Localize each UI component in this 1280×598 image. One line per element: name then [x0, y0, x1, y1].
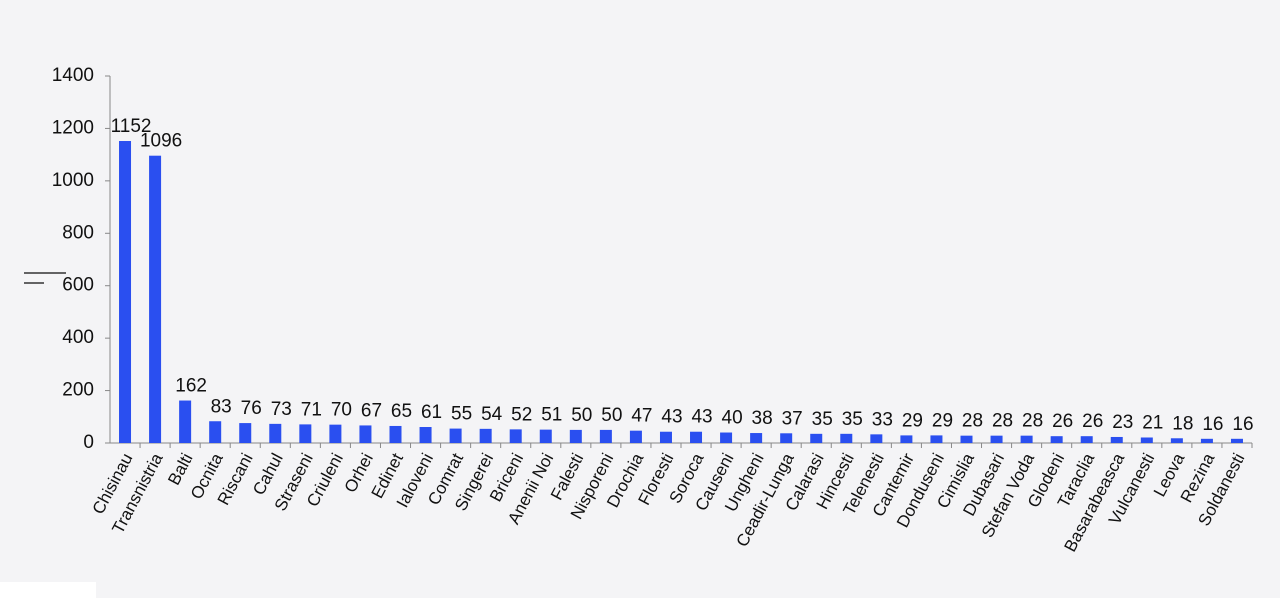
y-tick-label: 600: [62, 275, 94, 296]
y-tick-label: 1400: [52, 65, 94, 86]
data-label: 51: [541, 405, 562, 426]
bar: [1020, 435, 1033, 443]
bar: [269, 423, 282, 443]
data-label: 23: [1112, 412, 1133, 433]
data-label: 162: [175, 376, 207, 397]
bar: [629, 430, 642, 443]
bar: [930, 435, 943, 443]
y-tick-label: 1200: [52, 117, 94, 138]
bar: [359, 425, 372, 443]
bar: [569, 429, 582, 443]
y-tick-label: 200: [62, 380, 94, 401]
data-label: 38: [752, 408, 773, 429]
bar: [299, 424, 312, 443]
data-label: 43: [661, 407, 682, 428]
bar: [870, 434, 883, 443]
data-label: 21: [1142, 413, 1163, 434]
data-label: 76: [241, 398, 262, 419]
bar: [509, 429, 522, 443]
data-label: 16: [1232, 414, 1253, 435]
bar: [479, 428, 492, 443]
bar: [1170, 438, 1183, 443]
y-tick-label: 400: [62, 327, 94, 348]
y-tick-label: 1000: [52, 170, 94, 191]
data-label: 55: [451, 404, 472, 425]
data-label: 26: [1052, 411, 1073, 432]
bar: [599, 429, 612, 443]
bar: [539, 429, 552, 443]
data-label: 70: [331, 400, 352, 421]
data-label: 35: [812, 409, 833, 430]
data-label: 33: [872, 409, 893, 430]
bar: [780, 433, 793, 443]
data-label: 54: [481, 404, 503, 425]
data-label: 47: [631, 406, 652, 427]
bar: [329, 424, 342, 443]
data-label: 50: [571, 405, 592, 426]
bar: [209, 421, 222, 443]
data-label: 29: [932, 410, 953, 431]
data-label: 40: [722, 408, 743, 429]
bar: [720, 432, 733, 443]
bar: [239, 423, 252, 443]
bar: [810, 433, 823, 443]
bar: [419, 427, 432, 443]
y-tick-label: 0: [83, 432, 94, 453]
bar: [1230, 438, 1243, 443]
data-label: 83: [211, 396, 232, 417]
y-tick-label: 800: [62, 222, 94, 243]
bar: [990, 435, 1003, 443]
bar: [1140, 437, 1153, 443]
bar: [960, 435, 973, 443]
corner-patch: [0, 582, 96, 598]
data-label: 35: [842, 409, 863, 430]
data-label: 16: [1202, 414, 1223, 435]
data-label: 28: [962, 411, 983, 432]
bar: [179, 400, 192, 443]
bar: [149, 155, 162, 444]
data-label: 28: [992, 411, 1013, 432]
bar: [1200, 438, 1213, 443]
bar: [1050, 436, 1063, 443]
data-label: 73: [271, 399, 292, 420]
data-label: 71: [301, 399, 322, 420]
data-label: 29: [902, 410, 923, 431]
bar: [840, 433, 853, 443]
data-label: 61: [421, 402, 442, 423]
bar: [690, 431, 703, 443]
bar: [1110, 436, 1123, 443]
bar: [1080, 436, 1093, 443]
data-label: 26: [1082, 411, 1103, 432]
bar: [449, 428, 462, 443]
bar: [750, 433, 763, 443]
data-label: 67: [361, 400, 382, 421]
data-label: 43: [691, 407, 712, 428]
data-label: 18: [1172, 413, 1193, 434]
data-label: 52: [511, 404, 532, 425]
bar: [119, 141, 132, 444]
bar: [389, 425, 402, 443]
data-label: 65: [391, 401, 412, 422]
data-label: 1152: [111, 116, 152, 137]
bar: [659, 431, 672, 443]
data-label: 1096: [140, 131, 182, 152]
data-label: 37: [782, 408, 803, 429]
data-label: 28: [1022, 411, 1043, 432]
data-label: 50: [601, 405, 622, 426]
bar: [900, 435, 913, 443]
